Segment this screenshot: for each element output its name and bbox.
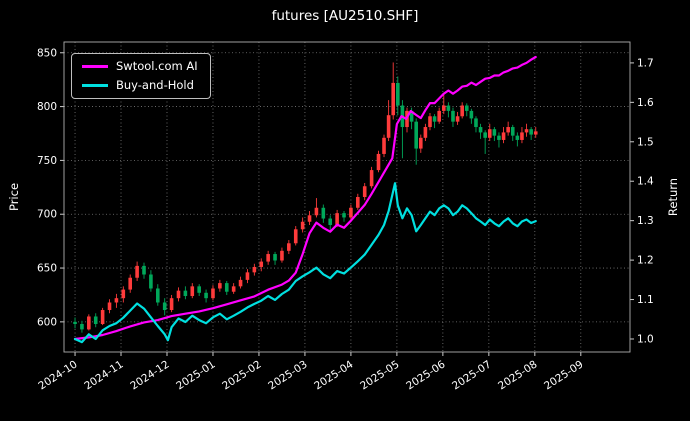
svg-text:1.7: 1.7 xyxy=(637,57,654,69)
svg-text:1.6: 1.6 xyxy=(637,97,654,109)
svg-text:650: 650 xyxy=(37,263,57,275)
svg-text:2025-02: 2025-02 xyxy=(220,358,263,392)
svg-text:2025-01: 2025-01 xyxy=(174,358,217,392)
svg-text:1.1: 1.1 xyxy=(637,294,654,306)
svg-text:1.4: 1.4 xyxy=(637,176,654,188)
legend: Swtool.com AI Buy-and-Hold xyxy=(71,53,211,99)
ai-line-swatch xyxy=(82,65,108,69)
legend-label-bah: Buy-and-Hold xyxy=(116,77,194,92)
legend-item-ai: Swtool.com AI xyxy=(82,59,198,73)
svg-text:2024-12: 2024-12 xyxy=(128,358,171,392)
svg-text:850: 850 xyxy=(37,47,57,59)
svg-text:2024-10: 2024-10 xyxy=(36,358,79,392)
bah-line-swatch xyxy=(82,83,108,87)
svg-text:2025-05: 2025-05 xyxy=(358,358,401,392)
svg-text:800: 800 xyxy=(37,101,57,113)
y-axis-label-return: Return xyxy=(666,177,680,217)
svg-text:750: 750 xyxy=(37,155,57,167)
svg-text:2025-06: 2025-06 xyxy=(404,358,448,392)
svg-text:1.5: 1.5 xyxy=(637,136,654,148)
svg-text:2025-08: 2025-08 xyxy=(496,358,539,392)
legend-label-ai: Swtool.com AI xyxy=(116,59,198,73)
legend-item-bah: Buy-and-Hold xyxy=(82,77,198,92)
svg-text:1.3: 1.3 xyxy=(637,215,654,227)
svg-text:2024-11: 2024-11 xyxy=(82,358,125,392)
svg-text:2025-09: 2025-09 xyxy=(542,358,585,392)
svg-text:1.0: 1.0 xyxy=(637,333,654,345)
svg-text:2025-07: 2025-07 xyxy=(450,358,493,392)
svg-text:700: 700 xyxy=(37,209,57,221)
svg-text:2025-03: 2025-03 xyxy=(266,358,309,392)
chart-title: futures [AU2510.SHF] xyxy=(271,8,419,24)
svg-text:2025-04: 2025-04 xyxy=(312,358,356,392)
svg-text:600: 600 xyxy=(37,316,57,328)
svg-text:1.2: 1.2 xyxy=(637,255,654,267)
y-axis-label-price: Price xyxy=(7,182,21,212)
